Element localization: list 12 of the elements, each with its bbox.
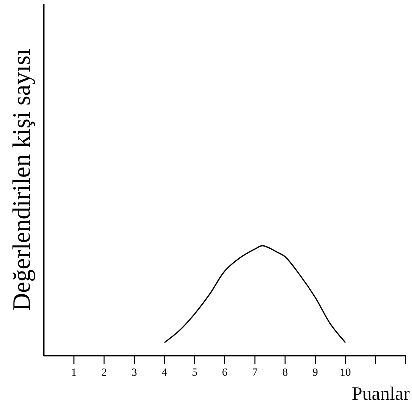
x-tick-label: 10: [340, 366, 352, 379]
x-tick-label: 2: [102, 366, 108, 379]
x-axis-title: Puanlar: [352, 384, 411, 405]
x-tick-label: 8: [282, 366, 289, 379]
x-tick-label: 9: [312, 366, 319, 379]
y-axis-title: Değerlendirilen kişi sayısı: [9, 48, 36, 312]
x-tick-label: 5: [192, 366, 198, 379]
x-tick-label: 4: [162, 366, 168, 379]
x-tick-label: 6: [222, 366, 228, 379]
x-tick-label: 7: [252, 366, 258, 379]
x-tick-label: 1: [71, 366, 77, 379]
x-tick-label: 3: [132, 366, 138, 379]
